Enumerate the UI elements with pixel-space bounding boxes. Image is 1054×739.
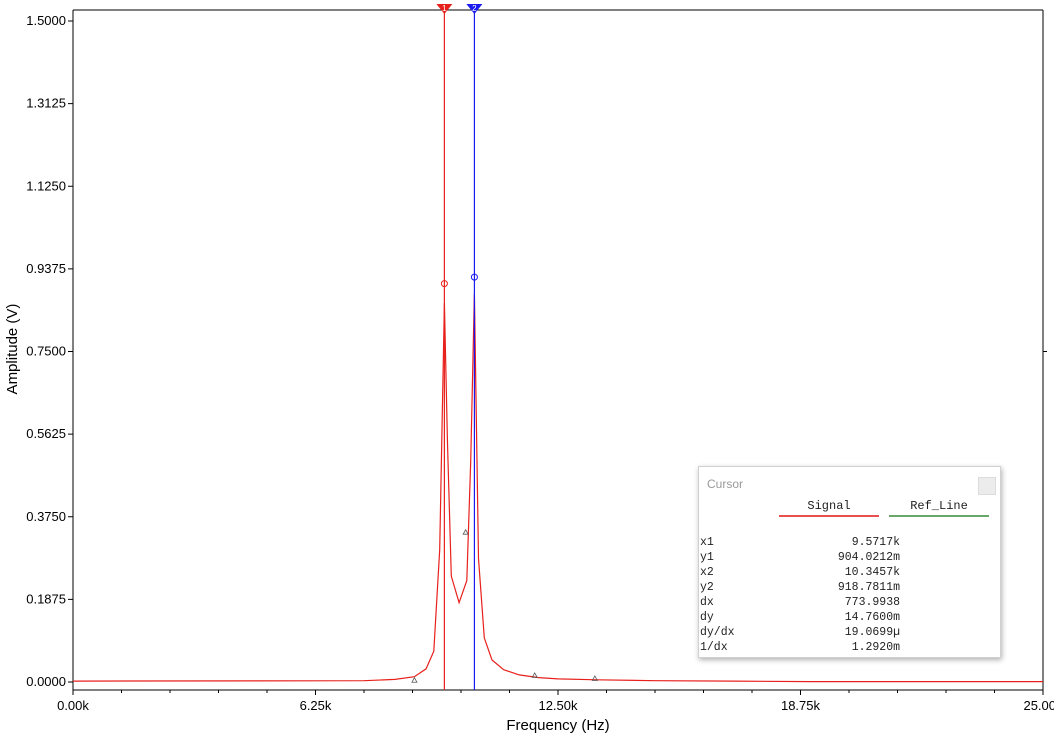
curve-marker — [411, 676, 418, 683]
cursor-readout-value: 10.3457k — [844, 566, 900, 579]
x-tick-label: 6.25k — [300, 698, 332, 713]
cursor-readout-value: 904.0212m — [837, 551, 900, 564]
y-tick-label: 0.5625 — [26, 426, 66, 441]
cursor-readout-key: dx — [700, 596, 714, 609]
cursor-2-handle — [466, 4, 483, 14]
cursor-readout-key: y1 — [700, 551, 714, 564]
y-tick-label: 0.1875 — [26, 591, 66, 606]
series-signal-label: Signal — [807, 499, 851, 513]
cursor-readout-key: dy/dx — [700, 626, 735, 639]
y-tick-label: 1.1250 — [26, 178, 66, 193]
x-tick-label: 12.50k — [538, 698, 578, 713]
y-tick-label: 0.3750 — [26, 509, 66, 524]
cursor-readout-key: 1/dx — [700, 641, 728, 654]
x-tick-label: 25.00k — [1023, 698, 1054, 713]
cursor-readout-row: dy/dx 19.0699µ — [700, 625, 900, 640]
cursor-readout-value: 1.2920m — [851, 641, 900, 654]
cursor-readout-key: x1 — [700, 536, 714, 549]
curve-marker — [462, 528, 469, 535]
cursor-readout-row: y2 918.7811m — [700, 580, 900, 595]
cursor-readout-key: x2 — [700, 566, 714, 579]
cursor-2-handle-label: 2 — [472, 4, 477, 13]
y-tick-label: 0.7500 — [26, 344, 66, 359]
cursor-readout-row: y1 904.0212m — [700, 550, 900, 565]
series-refline-swatch — [889, 515, 989, 517]
y-axis-label: Amplitude (V) — [4, 304, 21, 395]
y-tick-label: 1.3125 — [26, 96, 66, 111]
cursor-panel-title: Cursor — [707, 477, 744, 491]
series-refline-label: Ref_Line — [910, 499, 968, 513]
curve-marker — [591, 675, 599, 681]
curve-marker — [531, 672, 538, 678]
y-tick-label: 1.5000 — [26, 13, 66, 28]
x-axis-ticks: 0.00k 6.25k 12.50k 18.75k 25.00k — [57, 690, 1054, 713]
cursor-readout-row: 1/dx 1.2920m — [700, 640, 900, 655]
cursor-readout-row: dy 14.7600m — [700, 610, 900, 625]
y-axis-ticks: 0.0000 0.1875 0.3750 0.5625 0.7500 0.9375 1.12… — [26, 13, 1047, 689]
x-tick-label: 0.00k — [57, 698, 89, 713]
cursor-readout-table: x1 9.5717k y1 904.0212m x2 10.3457k y2 918.7811… — [700, 535, 900, 655]
cursor-readout-row: x2 10.3457k — [700, 565, 900, 580]
cursor-2-point — [470, 273, 478, 281]
cursor-readout-value: 918.7811m — [837, 581, 900, 594]
cursor-readout-key: dy — [700, 611, 714, 624]
close-icon[interactable] — [978, 477, 996, 495]
x-tick-label: 18.75k — [781, 698, 821, 713]
cursor-1-handle-label: 1 — [442, 4, 447, 13]
series-signal-swatch — [779, 515, 879, 517]
y-tick-label: 0.0000 — [26, 674, 66, 689]
cursor-panel[interactable]: Cursor Signal Ref_Line x1 9.5717k y1 904.02… — [698, 466, 1001, 658]
cursor-readout-row: x1 9.5717k — [700, 535, 900, 550]
y-tick-label: 0.9375 — [26, 261, 66, 276]
x-axis-label: Frequency (Hz) — [506, 717, 609, 734]
cursor-readout-value: 19.0699µ — [844, 626, 900, 639]
cursor-1-point — [440, 280, 448, 288]
cursor-readout-value: 9.5717k — [851, 536, 900, 549]
cursor-readout-value: 773.9938 — [844, 596, 900, 609]
cursor-readout-value: 14.7600m — [844, 611, 900, 624]
cursor-readout-key: y2 — [700, 581, 714, 594]
cursor-readout-row: dx 773.9938 — [700, 595, 900, 610]
cursor-1-handle — [436, 4, 453, 14]
